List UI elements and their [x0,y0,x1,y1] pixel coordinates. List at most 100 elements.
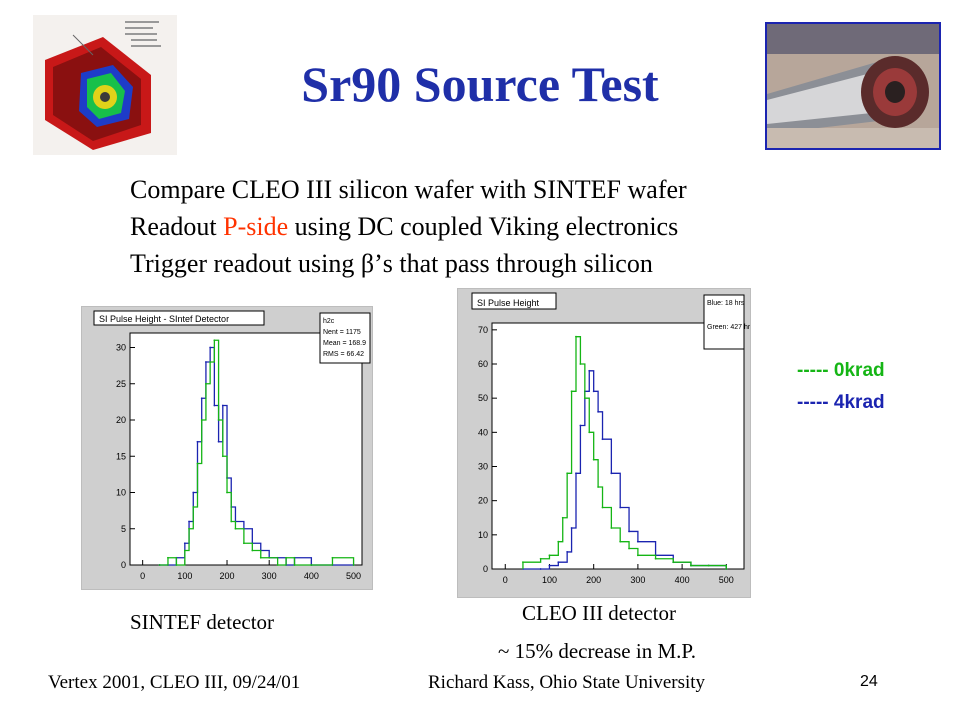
data-point [619,540,622,543]
legend-0krad: ----- 0krad [797,360,885,381]
stats-box [319,312,371,364]
page-number: 24 [860,673,878,690]
data-point [548,564,551,567]
data-point [268,556,271,559]
x-tick-label: 100 [542,575,557,585]
data-point [293,564,296,566]
data-point [672,561,675,564]
stats-line: Green: 427 hrs [707,324,750,331]
y-tick-label: 0 [483,564,488,574]
data-point [196,440,199,443]
data-point [575,335,577,338]
x-tick-label: 400 [304,571,319,581]
data-point [566,551,569,553]
page-title: Sr90 Source Test [301,56,659,112]
plot-frame [129,332,363,566]
data-point [654,557,657,560]
data-point [192,506,195,508]
data-point [213,339,216,342]
y-tick-label: 10 [478,530,488,540]
data-point [230,520,233,523]
data-point [610,527,613,529]
x-tick-label: 300 [630,575,645,585]
data-point [579,424,582,427]
y-tick-label: 25 [116,379,126,389]
data-point [205,361,207,363]
stats-box [703,294,745,350]
data-point [539,568,542,570]
data-point [570,527,573,529]
data-point [251,549,254,552]
data-point [167,556,169,559]
data-point [636,554,639,557]
data-point [200,419,203,421]
p-side-highlight: P-side [223,212,289,241]
data-point [285,556,287,559]
data-point [242,542,245,545]
detector-photo-right [765,22,941,150]
data-point [183,542,186,545]
y-tick-label: 0 [121,560,126,570]
x-tick-label: 500 [346,571,361,581]
data-point [557,561,560,564]
data-point [707,564,710,567]
cleo-histogram: SI Pulse Height Blue: 18 hrs Green: 427 hr… [471,292,754,585]
series-line-1 [522,336,727,569]
data-point [601,506,604,509]
sintef-histogram: SI Pulse Height - SIntef Detector h2c Nent… [93,310,371,581]
data-point [213,404,216,407]
data-point [597,410,600,413]
data-point [601,438,604,441]
data-point [310,564,313,566]
footer-author: Richard Kass, Ohio State University [428,672,706,693]
data-point [209,361,212,363]
data-point [570,390,573,393]
data-point [628,530,630,533]
cleo-histogram-panel: SI Pulse Height Blue: 18 hrs Green: 427 hr… [457,288,754,598]
data-point [690,564,692,567]
data-point [592,390,595,393]
bullet-compare-wafers: Compare CLEO III silicon wafer with SINT… [130,175,687,204]
x-tick-label: 100 [177,571,192,581]
x-tick-label: 0 [140,571,145,581]
y-tick-label: 30 [116,343,126,353]
data-point [566,472,569,475]
caption-sintef: SINTEF detector [130,610,275,634]
y-tick-label: 60 [478,359,488,369]
x-tick-label: 0 [503,575,508,585]
data-point [226,491,228,494]
x-tick-label: 300 [262,571,277,581]
data-point [276,564,279,566]
y-tick-label: 40 [478,427,488,437]
stats-line: RMS = 66.42 [323,351,364,358]
data-point [192,491,195,494]
data-point [196,462,199,465]
histogram-title-box [93,310,265,326]
data-point [588,369,591,372]
data-point [188,520,190,523]
x-tick-label: 200 [220,571,235,581]
stats-line: Blue: 18 hrs [707,300,745,307]
y-tick-label: 5 [121,524,126,534]
data-point [597,486,600,488]
plot-frame [491,322,745,570]
data-point [188,527,190,530]
bullet-trigger: Trigger readout using β’s that pass thro… [130,249,653,278]
data-point [619,506,622,509]
y-tick-label: 50 [478,393,488,403]
data-point [331,556,334,559]
data-point [259,556,262,559]
data-point [217,419,220,421]
data-point [579,363,582,365]
data-point [548,554,551,557]
y-tick-label: 70 [478,325,488,335]
x-tick-label: 500 [719,575,734,585]
series-line-0 [522,370,727,570]
data-point [575,472,577,475]
y-tick-label: 20 [116,415,126,425]
data-point [725,568,728,570]
data-point [557,540,560,543]
caption-cleo: CLEO III detector [522,601,676,625]
data-point [221,404,224,407]
data-point [561,516,564,519]
